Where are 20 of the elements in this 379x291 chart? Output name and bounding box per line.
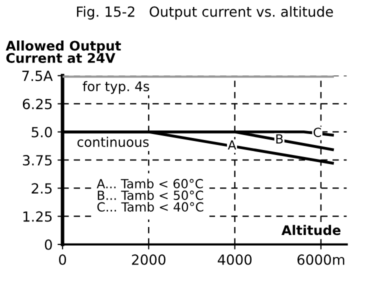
- chart-title: Fig. 15-2 Output current vs. altitude: [77, 6, 333, 20]
- y-tick-label: 6.25: [22, 98, 52, 110]
- series-label: A: [228, 140, 236, 150]
- x-axis-title: Altitude: [282, 224, 340, 236]
- x-tick-label: 6000m: [297, 254, 344, 265]
- y-tick-label: 5.0: [32, 126, 52, 138]
- series-label: C: [314, 128, 321, 138]
- annotation: for typ. 4s: [82, 81, 150, 94]
- series-label: B: [276, 134, 283, 144]
- y-tick-label: 0: [44, 239, 52, 250]
- x-tick-label: 4000: [218, 254, 252, 265]
- x-tick-label: 0: [59, 254, 66, 265]
- y-tick-label: 1.25: [23, 211, 52, 222]
- annotation: continuous: [77, 136, 149, 147]
- y-tick-label: 2.5: [32, 183, 52, 194]
- y-tick-label: 3.75: [22, 155, 52, 166]
- y-tick-label: 7.5A: [22, 70, 53, 82]
- x-tick-label: 2000: [132, 254, 166, 265]
- annotation: A... Tamb < 60°C B... Tamb < 50°C C... Tamb < 40°C: [96, 178, 204, 212]
- y-axis-title: Allowed Output Current at 24V: [6, 40, 121, 63]
